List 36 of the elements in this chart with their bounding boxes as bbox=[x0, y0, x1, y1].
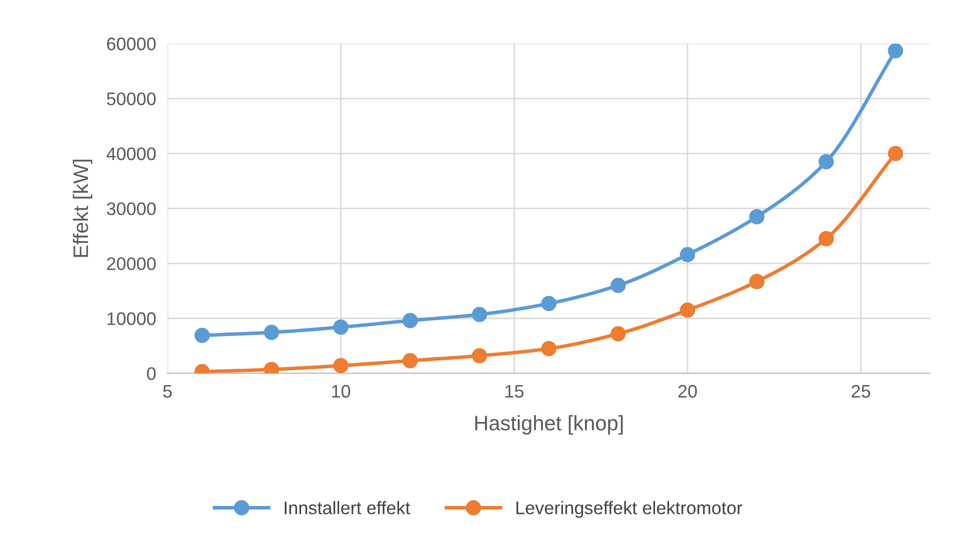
point bbox=[610, 326, 626, 342]
y-tick-label: 0 bbox=[147, 367, 156, 380]
legend-label: Innstallert effekt bbox=[284, 501, 410, 514]
point bbox=[818, 154, 834, 170]
y-tick-label: 40000 bbox=[106, 147, 156, 160]
point bbox=[333, 358, 348, 374]
point bbox=[264, 324, 280, 340]
point bbox=[680, 302, 696, 318]
point bbox=[888, 146, 904, 162]
y-tick-label: 10000 bbox=[108, 312, 156, 326]
y-tick-label: 30000 bbox=[106, 202, 156, 216]
legend-label: Leveringseffekt elektromotor bbox=[516, 501, 742, 518]
point bbox=[749, 209, 764, 224]
x-tick-label: 10 bbox=[332, 384, 350, 398]
point bbox=[333, 320, 348, 335]
y-axis-title: Effekt [kW] bbox=[72, 160, 92, 257]
point bbox=[541, 340, 556, 356]
point bbox=[472, 348, 488, 364]
point bbox=[402, 353, 418, 368]
point bbox=[610, 278, 626, 294]
point bbox=[472, 306, 488, 322]
x-axis-title: Hastighet [knop] bbox=[475, 415, 623, 435]
x-tick-label: 5 bbox=[163, 385, 172, 398]
y-tick-label: 20000 bbox=[107, 257, 156, 270]
point bbox=[541, 296, 556, 312]
point bbox=[818, 231, 834, 246]
y-tick-label: 50000 bbox=[106, 92, 156, 106]
y-tick-label: 60000 bbox=[107, 38, 156, 50]
point bbox=[680, 246, 696, 262]
x-tick-label: 25 bbox=[852, 384, 870, 398]
x-tick-label: 15 bbox=[506, 385, 524, 398]
point bbox=[749, 274, 764, 290]
point bbox=[402, 312, 418, 328]
point bbox=[888, 44, 904, 58]
x-tick-label: 20 bbox=[678, 384, 697, 398]
point bbox=[194, 328, 210, 344]
